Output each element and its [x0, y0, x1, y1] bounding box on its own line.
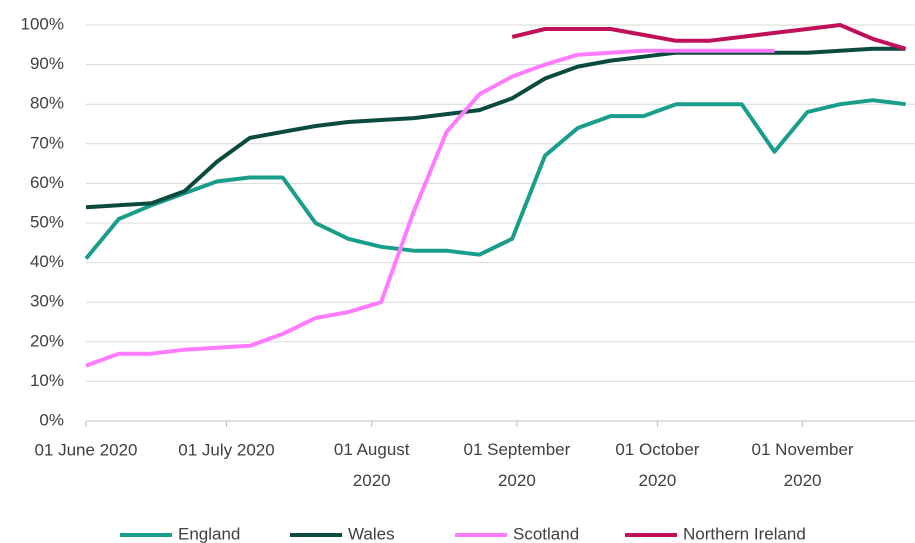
- x-tick-label: 01 November 2020: [752, 440, 854, 490]
- y-tick-label: 70%: [30, 133, 64, 152]
- series-line: [84, 98, 906, 260]
- y-tick-label: 20%: [30, 331, 64, 350]
- y-tick-label: 90%: [30, 54, 64, 73]
- x-tick-label: 01 July 2020: [178, 440, 274, 459]
- legend-label: Scotland: [513, 524, 579, 543]
- legend-label: Northern Ireland: [683, 524, 806, 543]
- x-tick-label: 01 October 2020: [615, 440, 699, 490]
- y-tick-label: 100%: [21, 14, 64, 33]
- x-tick-label: 01 September 2020: [463, 440, 570, 490]
- y-tick-label: 30%: [30, 292, 64, 311]
- series-line: [511, 23, 907, 51]
- y-tick-label: 0%: [39, 410, 64, 429]
- series-line: [85, 48, 775, 368]
- legend-label: Wales: [348, 524, 395, 543]
- y-tick-label: 50%: [30, 212, 64, 231]
- x-tick-label: 01 August 2020: [334, 440, 410, 490]
- y-tick-label: 80%: [30, 94, 64, 113]
- legend-label: England: [178, 524, 240, 543]
- x-tick-label: 01 June 2020: [34, 440, 137, 459]
- y-tick-label: 60%: [30, 173, 64, 192]
- y-tick-label: 10%: [30, 371, 64, 390]
- y-tick-label: 40%: [30, 252, 64, 271]
